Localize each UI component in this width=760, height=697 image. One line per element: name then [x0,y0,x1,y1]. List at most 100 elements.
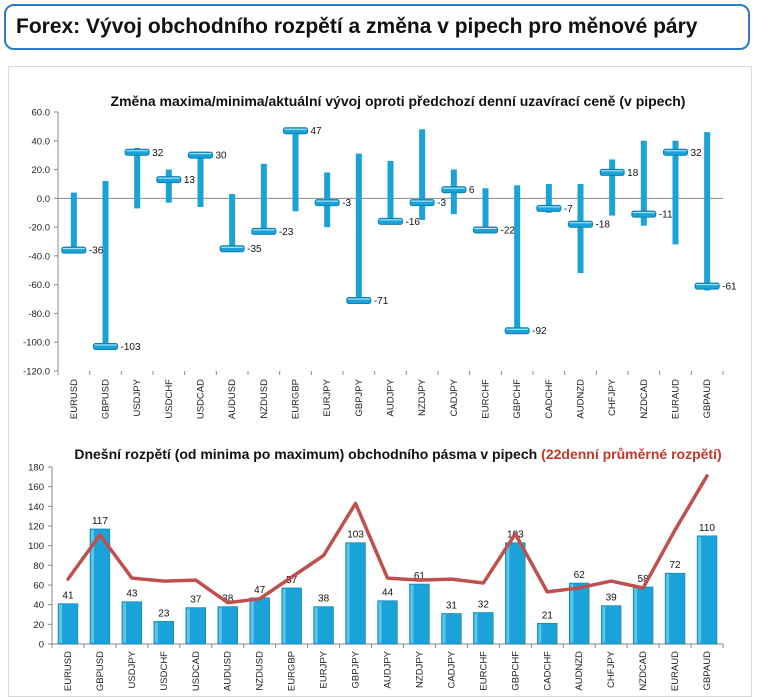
chart1-y-tick-label: 60.0 [32,108,51,119]
bar-highlight [218,607,222,643]
bar-highlight [602,606,606,643]
bar-highlight [570,584,574,643]
chart2-category-label: CADCHF [542,651,553,691]
range-bar [355,153,362,302]
chart1-title: Změna maxima/minima/aktuální vývoj oprot… [111,93,686,109]
range-bar [545,183,552,213]
bar-highlight [698,536,702,643]
range-bar [197,153,204,207]
bar-highlight [410,585,414,643]
chart2-category-label: GBPAUD [702,651,713,691]
range-bar [696,535,718,645]
bar-highlight [506,543,510,643]
data-label: -71 [374,296,389,307]
chart2-y-tick-label: 120 [28,522,44,533]
chart2-y-tick-label: 60 [33,581,44,592]
chart2-category-label: AUDNZD [574,651,585,691]
chart1-y-tick-label: -120.0 [23,367,50,378]
data-label: 32 [691,148,703,159]
chart2-category-label: EURAUD [670,651,681,691]
range-bar [165,169,172,203]
chart1-y-tick-label: -60.0 [28,280,50,291]
bar-highlight [186,608,190,643]
chart1-category-label: CADCHF [544,379,555,419]
range-bar [441,613,462,645]
chart2-category-label: EURUSD [63,651,74,691]
chart1-category-label: EURJPY [322,378,333,416]
chart2-title-main: Dnešní rozpětí (od minima po maximum) ob… [74,446,537,462]
chart2-category-label: NZDJPY [414,650,425,688]
data-label: 21 [542,610,554,621]
data-label: 32 [478,600,490,611]
data-label: 44 [382,588,394,599]
chart1-category-label: GBPJPY [354,378,365,416]
data-label: -35 [247,244,262,255]
chart1-category-label: EURGBP [291,379,302,419]
chart2-category-label: GBPUSD [95,651,106,691]
data-label: -92 [532,326,547,337]
range-bar [482,188,489,233]
chart1-y-tick-label: 0.0 [37,194,50,205]
data-label: 39 [606,593,618,604]
range-bar [377,600,398,645]
bar-highlight [378,601,382,643]
chart2-category-label: CHFJPY [606,650,617,688]
bar-highlight [122,602,126,643]
bar-highlight [538,624,542,643]
range-bar [57,603,79,645]
range-bar [70,192,77,254]
data-label: -18 [596,220,611,231]
chart2-y-tick-label: 0 [39,640,44,651]
data-label: 38 [222,594,234,605]
range-bar [281,587,302,645]
chart2-title-highlight: (22denní průměrné rozpětí) [541,446,721,462]
bar-highlight [282,588,286,643]
data-label: 32 [152,148,164,159]
bar-highlight [442,614,446,643]
chart2-category-label: NZDCAD [638,651,649,691]
data-label: 18 [627,168,639,179]
bar-highlight [250,598,254,643]
data-label: -36 [89,246,104,257]
data-label: 43 [126,589,138,600]
range-bar [102,181,109,350]
chart1-y-tick-label: -20.0 [28,223,50,234]
chart2-category-label: GBPCHF [510,651,521,691]
chart1-y-tick-label: -80.0 [28,309,50,320]
chart2-category-label: EURGBP [287,651,298,691]
chart2-y-tick-label: 40 [33,600,44,611]
chart2-category-label: AUDUSD [223,651,234,691]
data-label: 110 [699,523,715,534]
bar-highlight [91,529,95,643]
page-title: Forex: Vývoj obchodního rozpětí a změna … [16,15,698,38]
data-label: -103 [121,342,141,353]
range-bar [664,572,686,645]
chart1-category-label: EURCHF [481,379,492,419]
chart2-y-tick-label: 20 [33,620,44,631]
data-label: 13 [184,175,196,186]
range-bar [419,129,426,220]
chart1-category-label: GBPUSD [101,379,112,419]
range-bar [345,542,366,645]
range-bar [134,147,141,209]
chart1-y-tick-label: -100.0 [23,338,50,349]
chart1-y-tick-label: 40.0 [32,136,51,147]
data-label: 117 [92,516,108,527]
data-label: -22 [501,225,516,236]
chart2-category-label: EURJPY [319,650,330,688]
chart1-category-label: USDCAD [196,379,207,419]
data-label: 61 [414,571,426,582]
range-bar [569,582,590,645]
range-bar [292,129,299,212]
data-label: 37 [190,595,202,606]
data-label: 47 [254,585,266,596]
data-label: 47 [311,126,323,137]
chart1-category-label: USDJPY [132,378,143,416]
chart1-category-label: NZDJPY [417,378,428,416]
range-bar [121,601,143,645]
chart2-y-tick-label: 100 [28,541,44,552]
bar-highlight [59,604,63,643]
chart1-category-label: EURAUD [671,379,682,419]
